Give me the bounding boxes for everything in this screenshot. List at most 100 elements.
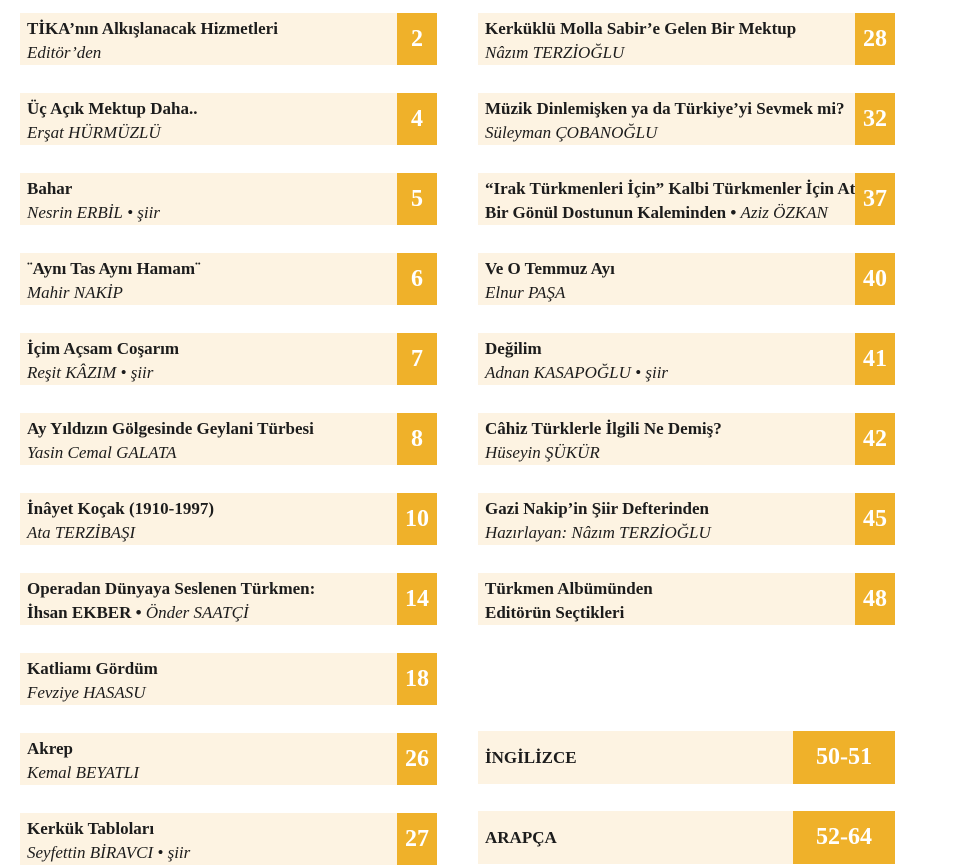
line: ARAPÇA xyxy=(485,811,789,864)
entry-title: İnâyet Koçak (1910-1997) xyxy=(27,499,214,518)
page-number: 14 xyxy=(397,573,437,625)
line: Seyfettin BİRAVCI • şiir xyxy=(27,841,393,865)
page-number: 42 xyxy=(855,413,895,465)
entry-text: Kerkük Tabloları Seyfettin BİRAVCI • şiir xyxy=(27,817,393,865)
toc-entry: Câhiz Türklerle İlgili Ne Demiş? Hüseyin … xyxy=(478,413,895,465)
entry-title: Ve O Temmuz Ayı xyxy=(485,259,615,278)
entry-text: Üç Açık Mektup Daha.. Erşat HÜRMÜZLÜ xyxy=(27,97,393,145)
entry-author: Fevziye HASASU xyxy=(27,683,146,702)
toc-entry: Kerküklü Molla Sabir’e Gelen Bir Mektup N… xyxy=(478,13,895,65)
entry-title: Üç Açık Mektup Daha.. xyxy=(27,99,198,118)
entry-title: Katliamı Gördüm xyxy=(27,659,158,678)
entry-author: Ata TERZİBAŞI xyxy=(27,523,136,542)
line: Süleyman ÇOBANOĞLU xyxy=(485,121,851,145)
entry-author: Erşat HÜRMÜZLÜ xyxy=(27,123,161,142)
entry-title: İçim Açsam Coşarım xyxy=(27,339,180,358)
page-number: 2 xyxy=(397,13,437,65)
line: Kemal BEYATLI xyxy=(27,761,393,785)
entry-text: Katliamı Gördüm Fevziye HASASU xyxy=(27,657,393,705)
entry-title: İNGİLİZCE xyxy=(485,748,577,767)
entry-text: Câhiz Türklerle İlgili Ne Demiş? Hüseyin … xyxy=(485,417,851,465)
line: Elnur PAŞA xyxy=(485,281,851,305)
toc-entry: Bahar Nesrin ERBİL • şiir 5 xyxy=(20,173,437,225)
entry-text: İçim Açsam Coşarım Reşit KÂZIM • şiir xyxy=(27,337,393,385)
entry-text: TİKA’nın Alkışlanacak Hizmetleri Editör’d… xyxy=(27,17,393,65)
line: Ay Yıldızın Gölgesinde Geylani Türbesi xyxy=(27,417,393,441)
line: Editörün Seçtikleri xyxy=(485,601,851,625)
line: Bahar xyxy=(27,177,393,201)
toc-entry: Ay Yıldızın Gölgesinde Geylani Türbesi Ya… xyxy=(20,413,437,465)
entry-note: • şiir xyxy=(127,203,160,222)
toc-entry: ¨Aynı Tas Aynı Hamam¨ Mahir NAKİP 6 xyxy=(20,253,437,305)
entry-title: Değilim xyxy=(485,339,542,358)
entry-author: Mahir NAKİP xyxy=(27,283,123,302)
toc-entry: Değilim Adnan KASAPOĞLU • şiir 41 xyxy=(478,333,895,385)
line: Üç Açık Mektup Daha.. xyxy=(27,97,393,121)
line: İnâyet Koçak (1910-1997) xyxy=(27,497,393,521)
entry-author: Aziz ÖZKAN xyxy=(740,203,828,222)
line: İhsan EKBER • Önder SAATÇİ xyxy=(27,601,393,625)
entry-author: Hüseyin ŞÜKÜR xyxy=(485,443,600,462)
page-number: 37 xyxy=(855,173,895,225)
line: Adnan KASAPOĞLU • şiir xyxy=(485,361,851,385)
page-number: 5 xyxy=(397,173,437,225)
toc-entry: ARAPÇA 52-64 xyxy=(478,811,895,864)
entry-title: Câhiz Türklerle İlgili Ne Demiş? xyxy=(485,419,722,438)
entry-author: Kemal BEYATLI xyxy=(27,763,139,782)
toc-entry: Türkmen Albümünden Editörün Seçtikleri 48 xyxy=(478,573,895,625)
entry-author: Nesrin ERBİL xyxy=(27,203,123,222)
entry-text: Operadan Dünyaya Seslenen Türkmen: İhsan … xyxy=(27,577,393,625)
entry-title: “Irak Türkmenleri İçin” Kalbi Türkmenler… xyxy=(485,179,874,198)
entry-text: Gazi Nakip’in Şiir Defterinden Hazırlayan… xyxy=(485,497,851,545)
line: Reşit KÂZIM • şiir xyxy=(27,361,393,385)
toc-entry: Müzik Dinlemişken ya da Türkiye’yi Sevme… xyxy=(478,93,895,145)
toc-entry: Katliamı Gördüm Fevziye HASASU 18 xyxy=(20,653,437,705)
toc-entry: İNGİLİZCE 50-51 xyxy=(478,731,895,784)
entry-text: Kerküklü Molla Sabir’e Gelen Bir Mektup N… xyxy=(485,17,851,65)
line: Fevziye HASASU xyxy=(27,681,393,705)
page-number: 8 xyxy=(397,413,437,465)
page-number: 52-64 xyxy=(793,811,895,864)
toc-entry: Operadan Dünyaya Seslenen Türkmen: İhsan … xyxy=(20,573,437,625)
entry-text: Değilim Adnan KASAPOĞLU • şiir xyxy=(485,337,851,385)
entry-author: Süleyman ÇOBANOĞLU xyxy=(485,123,658,142)
entry-title: Müzik Dinlemişken ya da Türkiye’yi Sevme… xyxy=(485,99,845,118)
entry-title-cont: İhsan EKBER • xyxy=(27,603,142,622)
line: Erşat HÜRMÜZLÜ xyxy=(27,121,393,145)
page-number: 10 xyxy=(397,493,437,545)
entry-author: Yasin Cemal GALATA xyxy=(27,443,177,462)
entry-text: Akrep Kemal BEYATLI xyxy=(27,737,393,785)
entry-author: Seyfettin BİRAVCI xyxy=(27,843,154,862)
page-number: 26 xyxy=(397,733,437,785)
line: TİKA’nın Alkışlanacak Hizmetleri xyxy=(27,17,393,41)
entry-note: • şiir xyxy=(635,363,669,382)
line: Türkmen Albümünden xyxy=(485,577,851,601)
line: Ata TERZİBAŞI xyxy=(27,521,393,545)
entry-text: İNGİLİZCE xyxy=(485,731,789,784)
line: Hazırlayan: Nâzım TERZİOĞLU xyxy=(485,521,851,545)
entry-author: Reşit KÂZIM xyxy=(27,363,117,382)
entry-text: Müzik Dinlemişken ya da Türkiye’yi Sevme… xyxy=(485,97,851,145)
line: Kerkük Tabloları xyxy=(27,817,393,841)
toc-entry: Kerkük Tabloları Seyfettin BİRAVCI • şiir… xyxy=(20,813,437,865)
line: İçim Açsam Coşarım xyxy=(27,337,393,361)
line: Kerküklü Molla Sabir’e Gelen Bir Mektup xyxy=(485,17,851,41)
entry-note: • şiir xyxy=(120,363,154,382)
entry-text: Ay Yıldızın Gölgesinde Geylani Türbesi Ya… xyxy=(27,417,393,465)
entry-text: Bahar Nesrin ERBİL • şiir xyxy=(27,177,393,225)
entry-text: İnâyet Koçak (1910-1997) Ata TERZİBAŞI xyxy=(27,497,393,545)
page-number: 7 xyxy=(397,333,437,385)
toc-entry: TİKA’nın Alkışlanacak Hizmetleri Editör’d… xyxy=(20,13,437,65)
entry-text: Türkmen Albümünden Editörün Seçtikleri xyxy=(485,577,851,625)
entry-title: Ay Yıldızın Gölgesinde Geylani Türbesi xyxy=(27,419,314,438)
entry-note: • şiir xyxy=(157,843,191,862)
toc-entry: Gazi Nakip’in Şiir Defterinden Hazırlayan… xyxy=(478,493,895,545)
line: Operadan Dünyaya Seslenen Türkmen: xyxy=(27,577,393,601)
entry-title: Operadan Dünyaya Seslenen Türkmen: xyxy=(27,579,316,598)
entry-title: ¨Aynı Tas Aynı Hamam¨ xyxy=(27,259,201,278)
line: Gazi Nakip’in Şiir Defterinden xyxy=(485,497,851,521)
entry-title: TİKA’nın Alkışlanacak Hizmetleri xyxy=(27,19,278,38)
line: Akrep xyxy=(27,737,393,761)
line: İNGİLİZCE xyxy=(485,731,789,784)
